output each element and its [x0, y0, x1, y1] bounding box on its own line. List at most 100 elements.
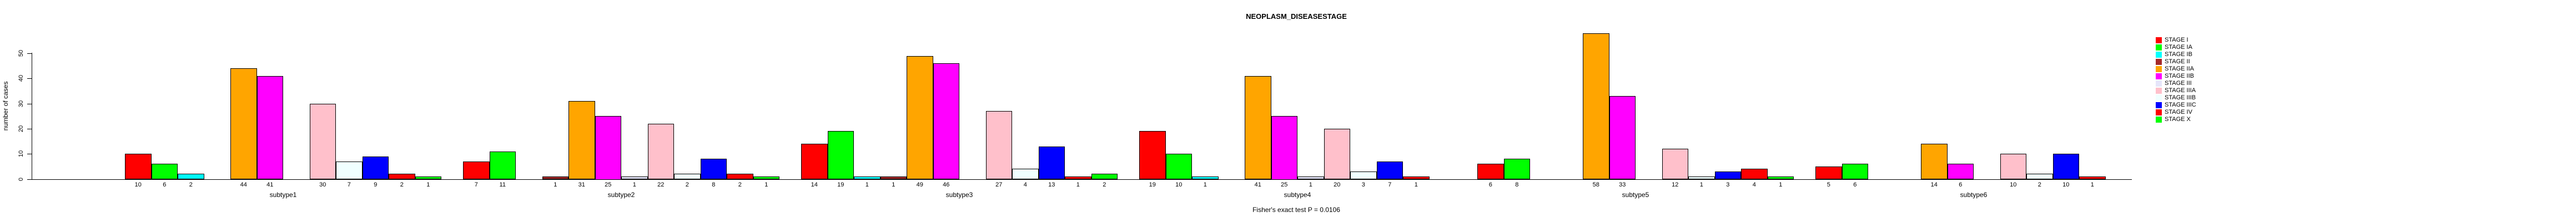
bar-value-label: 12 — [1672, 181, 1679, 188]
bar-value-label: 10 — [134, 181, 142, 188]
legend-item: STAGE IV — [2156, 109, 2196, 116]
bar-subtype3-stage-i — [801, 144, 828, 180]
bar-value-label: 8 — [1515, 181, 1519, 188]
legend-label: STAGE IV — [2165, 109, 2192, 115]
legend-label: STAGE I — [2165, 37, 2188, 43]
legend-item: STAGE X — [2156, 116, 2196, 123]
legend-item: STAGE IIB — [2156, 73, 2196, 80]
y-tick-label: 50 — [18, 49, 24, 57]
legend-swatch — [2156, 73, 2162, 79]
bar-subtype5-stage-iiia — [1662, 149, 1688, 180]
bar-value-label: 2 — [189, 181, 193, 188]
bar-value-label: 1 — [1309, 181, 1312, 188]
bar-subtype3-stage-iiib — [1012, 169, 1039, 180]
bar-value-label: 1 — [2090, 181, 2094, 188]
bar-subtype5-stage-i — [1477, 164, 1504, 180]
bar-value-label: 2 — [1103, 181, 1106, 188]
bar-subtype5-stage-ia — [1503, 159, 1530, 180]
bar-subtype1-stage-iv — [389, 174, 415, 180]
bar-value-label: 1 — [1076, 181, 1080, 188]
bar-value-label: 30 — [319, 181, 326, 188]
bar-subtype5-stage-iiib — [1688, 176, 1715, 180]
bar-subtype4-stage-iv — [1403, 176, 1430, 180]
bar-subtype4-stage-iii — [1297, 176, 1324, 180]
y-tick-label: 30 — [18, 100, 24, 107]
bar-subtype4-stage-iia — [1245, 75, 1271, 180]
y-tick-label: 10 — [18, 150, 24, 158]
legend-label: STAGE IIA — [2165, 65, 2194, 72]
legend-item: STAGE IIIC — [2156, 102, 2196, 109]
bar-subtype1-stage-i — [125, 154, 152, 180]
legend-label: STAGE IIIA — [2165, 87, 2196, 94]
bar-value-label: 41 — [266, 181, 274, 188]
bar-value-label: 7 — [1388, 181, 1392, 188]
bar-subtype6-stage-iib — [1947, 164, 1974, 180]
legend-swatch — [2156, 109, 2162, 115]
x-group-label-subtype5: subtype5 — [1622, 191, 1649, 199]
bar-subtype1-stage-iib — [256, 75, 283, 180]
y-tick-mark — [27, 53, 32, 54]
bar-subtype3-stage-iib — [933, 63, 959, 180]
bar-subtype2-stage-iib — [595, 116, 621, 180]
legend: STAGE I STAGE IA STAGE IB STAGE II STAGE IIA… — [2156, 37, 2196, 123]
legend-swatch — [2156, 59, 2162, 65]
bar-value-label: 11 — [499, 181, 506, 188]
bar-subtype2-stage-iiic — [700, 159, 727, 180]
bar-value-label: 10 — [2062, 181, 2070, 188]
legend-label: STAGE IIIC — [2165, 102, 2196, 108]
bar-subtype6-stage-ia — [1842, 164, 1868, 180]
bar-value-label: 4 — [1752, 181, 1756, 188]
bar-value-label: 1 — [1203, 181, 1207, 188]
legend-swatch — [2156, 66, 2162, 72]
bar-value-label: 2 — [685, 181, 689, 188]
bar-value-label: 14 — [811, 181, 818, 188]
bar-subtype1-stage-iiia — [309, 103, 336, 180]
bar-subtype5-stage-iia — [1583, 33, 1609, 180]
bar-value-label: 2 — [738, 181, 742, 188]
bar-value-label: 1 — [426, 181, 430, 188]
bar-subtype2-stage-iii — [621, 176, 648, 180]
bar-value-label: 58 — [1592, 181, 1599, 188]
bar-value-label: 46 — [943, 181, 950, 188]
legend-item: STAGE IA — [2156, 44, 2196, 51]
legend-label: STAGE IA — [2165, 44, 2192, 51]
footnote-fishers-test: Fisher's exact test P = 0.0106 — [1252, 206, 1340, 214]
x-group-label-subtype1: subtype1 — [269, 191, 297, 199]
bar-value-label: 10 — [1175, 181, 1183, 188]
bar-value-label: 1 — [764, 181, 768, 188]
bar-subtype4-stage-ib — [1192, 176, 1219, 180]
legend-label: STAGE IIIB — [2165, 94, 2196, 101]
bar-subtype2-stage-ia — [489, 151, 516, 180]
legend-item: STAGE I — [2156, 37, 2196, 44]
legend-item: STAGE IIIB — [2156, 94, 2196, 102]
bar-value-label: 25 — [605, 181, 612, 188]
chart-title: NEOPLASM_DISEASESTAGE — [1246, 12, 1347, 21]
bar-value-label: 3 — [1726, 181, 1730, 188]
legend-swatch — [2156, 102, 2162, 108]
legend-swatch — [2156, 37, 2162, 43]
bar-value-label: 6 — [1853, 181, 1857, 188]
bar-value-label: 8 — [712, 181, 716, 188]
bar-subtype5-stage-x — [1767, 176, 1794, 180]
bar-subtype2-stage-ii — [542, 176, 568, 180]
bar-value-label: 6 — [1959, 181, 1963, 188]
x-group-label-subtype2: subtype2 — [607, 191, 635, 199]
bar-value-label: 1 — [865, 181, 869, 188]
bar-value-label: 2 — [2037, 181, 2041, 188]
bar-subtype2-stage-iiia — [647, 123, 674, 180]
bar-value-label: 20 — [1334, 181, 1341, 188]
bar-value-label: 33 — [1619, 181, 1626, 188]
legend-item: STAGE II — [2156, 58, 2196, 65]
bar-value-label: 5 — [1827, 181, 1830, 188]
bar-value-label: 22 — [657, 181, 665, 188]
bar-value-label: 1 — [1414, 181, 1418, 188]
bar-value-label: 49 — [916, 181, 923, 188]
bar-subtype3-stage-ib — [854, 176, 881, 180]
bar-subtype3-stage-ii — [880, 176, 907, 180]
bar-subtype2-stage-i — [463, 161, 490, 180]
bar-value-label: 14 — [1930, 181, 1938, 188]
x-group-label-subtype3: subtype3 — [945, 191, 973, 199]
bar-value-label: 31 — [578, 181, 585, 188]
bar-subtype1-stage-iiic — [362, 156, 389, 180]
